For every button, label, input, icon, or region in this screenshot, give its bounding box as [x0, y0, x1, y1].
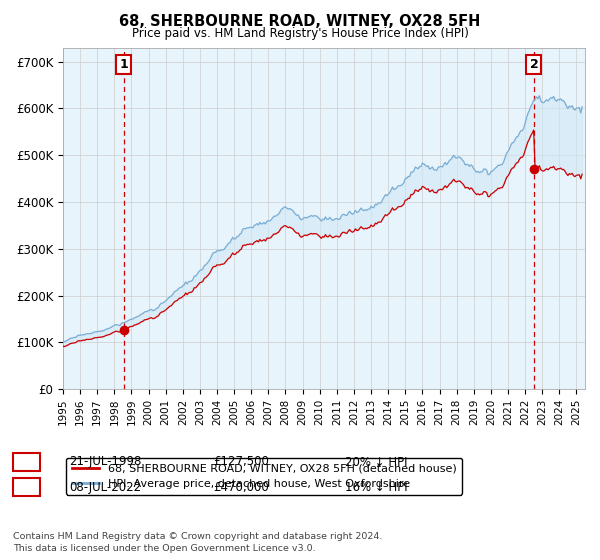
- Text: 08-JUL-2022: 08-JUL-2022: [69, 480, 141, 494]
- Text: £470,000: £470,000: [213, 480, 269, 494]
- Legend: 68, SHERBOURNE ROAD, WITNEY, OX28 5FH (detached house), HPI: Average price, deta: 68, SHERBOURNE ROAD, WITNEY, OX28 5FH (d…: [66, 458, 463, 494]
- Text: 2: 2: [22, 480, 31, 494]
- Text: 20% ↓ HPI: 20% ↓ HPI: [345, 455, 407, 469]
- Text: 1: 1: [119, 58, 128, 71]
- Text: 68, SHERBOURNE ROAD, WITNEY, OX28 5FH: 68, SHERBOURNE ROAD, WITNEY, OX28 5FH: [119, 14, 481, 29]
- Text: 1: 1: [22, 455, 31, 469]
- Text: 16% ↓ HPI: 16% ↓ HPI: [345, 480, 407, 494]
- Text: 21-JUL-1998: 21-JUL-1998: [69, 455, 142, 469]
- Text: £127,500: £127,500: [213, 455, 269, 469]
- Text: Contains HM Land Registry data © Crown copyright and database right 2024.
This d: Contains HM Land Registry data © Crown c…: [13, 533, 383, 553]
- Text: Price paid vs. HM Land Registry's House Price Index (HPI): Price paid vs. HM Land Registry's House …: [131, 27, 469, 40]
- Text: 2: 2: [530, 58, 538, 71]
